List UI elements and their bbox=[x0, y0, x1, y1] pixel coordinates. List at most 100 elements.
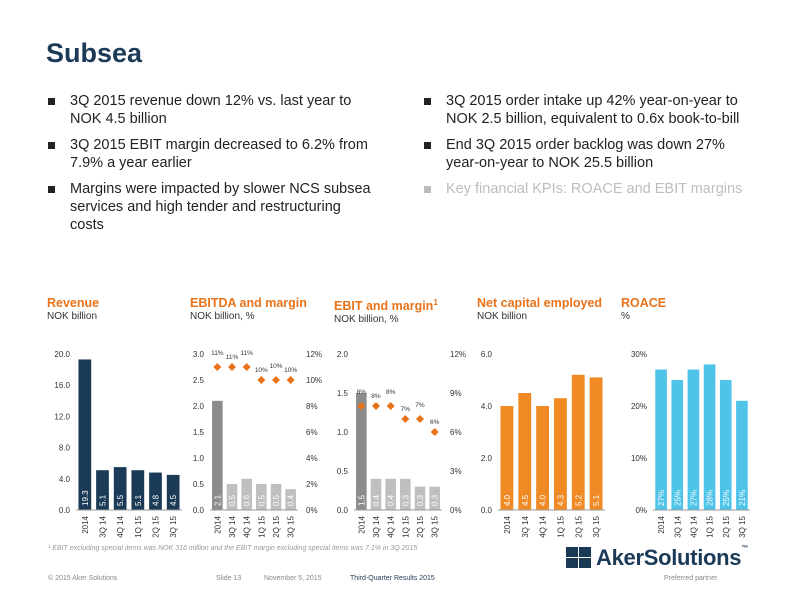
margin-marker bbox=[401, 415, 410, 423]
y-tick-label: 20.0 bbox=[54, 350, 70, 359]
x-tick-label: 2Q 15 bbox=[152, 515, 161, 537]
bar-value-label: 4.0 bbox=[539, 494, 548, 506]
footer-slide-number: Slide 13 bbox=[216, 575, 242, 582]
footnote-marker: 1 bbox=[433, 298, 438, 307]
margin-label: 8% bbox=[371, 393, 381, 400]
bar bbox=[270, 484, 282, 510]
x-tick-label: 1Q 15 bbox=[134, 515, 143, 537]
bar-value-label: 0.6 bbox=[243, 494, 252, 506]
bar bbox=[96, 470, 109, 510]
bar-value-label: 25% bbox=[722, 490, 731, 506]
bar-value-label: 0.5 bbox=[272, 494, 281, 506]
x-tick-label: 3Q 14 bbox=[521, 515, 530, 537]
y2-tick-label: 12% bbox=[450, 350, 466, 359]
margin-label: 7% bbox=[401, 406, 411, 413]
bar-value-label: 5.1 bbox=[592, 494, 601, 506]
y-tick-label: 20% bbox=[631, 402, 647, 411]
bullet-column-left: 3Q 2015 revenue down 12% vs. last year t… bbox=[48, 92, 378, 242]
x-tick-label: 2014 bbox=[213, 515, 222, 533]
x-tick-label: 3Q 15 bbox=[169, 515, 178, 537]
y-tick-label: 1.5 bbox=[193, 428, 205, 437]
y-tick-label: 0.5 bbox=[193, 480, 205, 489]
logo-text: AkerSolutions™ bbox=[596, 545, 748, 570]
x-tick-label: 2014 bbox=[357, 515, 366, 533]
x-tick-label: 3Q 15 bbox=[592, 515, 601, 537]
margin-marker bbox=[416, 415, 424, 423]
y-tick-label: 30% bbox=[631, 350, 647, 359]
x-tick-label: 2014 bbox=[503, 515, 512, 533]
bar bbox=[671, 380, 684, 510]
y-tick-label: 0.0 bbox=[59, 506, 71, 515]
x-tick-label: 4Q 14 bbox=[116, 515, 125, 537]
bar bbox=[719, 380, 732, 510]
footer-tagline: Preferred partner bbox=[664, 575, 718, 582]
bar-value-label: 5.5 bbox=[116, 494, 125, 506]
bar bbox=[166, 474, 180, 510]
bar-value-label: 4.8 bbox=[152, 494, 161, 506]
bar bbox=[589, 377, 603, 510]
chart-subtitle: NOK billion bbox=[47, 311, 98, 322]
y-tick-label: 4.0 bbox=[481, 402, 493, 411]
bar bbox=[385, 478, 396, 510]
bar-value-label: 0.4 bbox=[372, 494, 381, 506]
page-title: Subsea bbox=[46, 38, 143, 68]
bar-value-label: 27% bbox=[689, 490, 698, 506]
bar bbox=[571, 374, 585, 510]
margin-marker bbox=[228, 363, 236, 371]
y-tick-label: 2.0 bbox=[481, 454, 493, 463]
y-tick-label: 4.0 bbox=[59, 475, 71, 484]
margin-label: 8% bbox=[386, 389, 396, 396]
chart-subtitle: NOK billion, % bbox=[334, 314, 399, 326]
margin-label: 10% bbox=[284, 367, 297, 374]
y2-tick-label: 9% bbox=[450, 389, 462, 398]
bullet-column-right: 3Q 2015 order intake up 42% year-on-year… bbox=[424, 92, 754, 206]
margin-label: 11% bbox=[211, 350, 224, 357]
bullet-item-muted: Key financial KPIs: ROACE and EBIT margi… bbox=[424, 180, 754, 198]
footnote: ¹ EBIT excluding special items was NOK 3… bbox=[48, 545, 418, 552]
x-tick-label: 1Q 15 bbox=[556, 515, 565, 537]
x-tick-label: 3Q 14 bbox=[228, 515, 237, 537]
bar-value-label: 0.3 bbox=[416, 494, 425, 506]
bar bbox=[149, 472, 162, 510]
y2-tick-label: 6% bbox=[450, 428, 462, 437]
y-tick-label: 16.0 bbox=[54, 381, 70, 390]
bar-value-label: 4.5 bbox=[521, 494, 530, 506]
margin-marker bbox=[430, 428, 439, 436]
bar bbox=[226, 484, 238, 510]
company-logo: AkerSolutions™ bbox=[566, 545, 766, 573]
x-tick-label: 4Q 14 bbox=[539, 515, 548, 537]
bar-value-label: 19.3 bbox=[81, 490, 90, 506]
margin-label: 10% bbox=[269, 363, 282, 370]
chart-title: Revenue bbox=[47, 296, 100, 310]
footer-date: November 5, 2015 bbox=[264, 575, 322, 582]
y-tick-label: 2.0 bbox=[337, 350, 349, 359]
bullet-item: End 3Q 2015 order backlog was down 27% y… bbox=[424, 136, 754, 172]
x-tick-label: 3Q 15 bbox=[287, 515, 296, 537]
chart-header-ebit: EBIT and margin1 NOK billion, % bbox=[334, 296, 474, 327]
chart-title: EBITDA and margin bbox=[190, 296, 307, 310]
x-tick-label: 2Q 15 bbox=[416, 515, 425, 537]
y-tick-label: 2.0 bbox=[193, 402, 205, 411]
x-tick-label: 4Q 14 bbox=[243, 515, 252, 537]
y-tick-label: 8.0 bbox=[59, 444, 71, 453]
bar-value-label: 5.1 bbox=[99, 494, 108, 506]
x-tick-label: 2014 bbox=[81, 515, 90, 533]
y2-tick-label: 12% bbox=[306, 350, 322, 359]
bar-value-label: 1.5 bbox=[357, 494, 366, 506]
bar bbox=[518, 393, 532, 510]
margin-marker bbox=[242, 363, 251, 371]
chart-title: ROACE bbox=[621, 296, 667, 310]
y-tick-label: 3.0 bbox=[193, 350, 205, 359]
margin-label: 6% bbox=[430, 419, 440, 426]
y2-tick-label: 2% bbox=[306, 480, 318, 489]
chart-header-nce: Net capital employed NOK billion bbox=[477, 296, 617, 324]
bullet-item: 3Q 2015 revenue down 12% vs. last year t… bbox=[48, 92, 378, 128]
bar bbox=[687, 369, 700, 510]
bar bbox=[241, 478, 252, 510]
x-tick-label: 4Q 14 bbox=[387, 515, 396, 537]
bar bbox=[536, 406, 550, 510]
bar bbox=[736, 400, 748, 510]
x-tick-label: 1Q 15 bbox=[257, 515, 266, 537]
margin-marker bbox=[357, 402, 366, 410]
y-tick-label: 0% bbox=[635, 506, 647, 515]
